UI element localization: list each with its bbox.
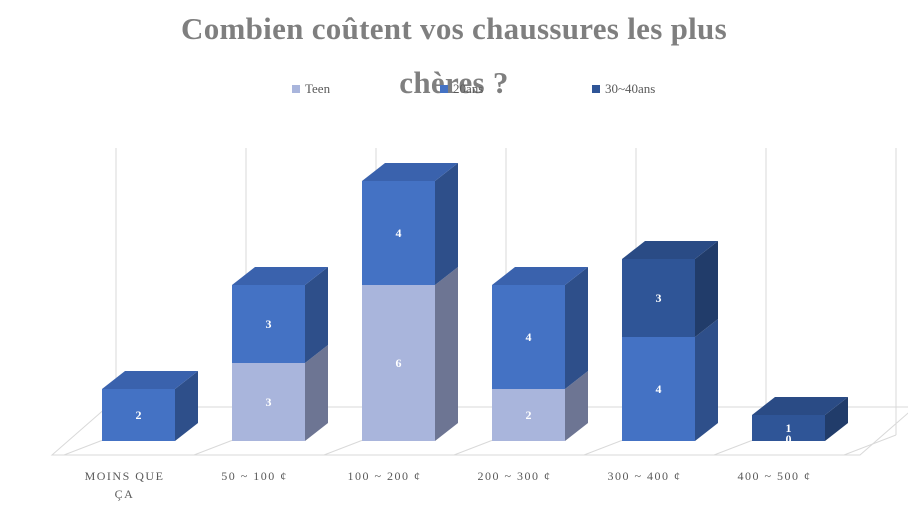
legend: Teen 20ans 30~40ans	[0, 81, 908, 97]
legend-item-30-40ans: 30~40ans	[592, 81, 655, 97]
data-label: 4	[396, 226, 402, 240]
bar-side-30-40ans-4	[695, 241, 718, 337]
data-label: 3	[266, 317, 272, 331]
chart-title-line-2: chères ?	[399, 65, 509, 100]
bar-top-20ans-1	[232, 267, 328, 285]
bar-top-20ans-0	[102, 371, 198, 389]
category-label: 50 ~ 100 ¢	[221, 469, 288, 483]
bar-top-30-40ans-5	[752, 397, 848, 415]
gridline-floor	[843, 434, 897, 456]
category-label: 100 ~ 200 ¢	[348, 469, 422, 483]
legend-label-20ans: 20ans	[453, 81, 484, 96]
data-label: 2	[136, 408, 142, 422]
bar-30-40ans-5	[752, 415, 825, 441]
legend-item-20ans: 20ans	[440, 81, 483, 97]
data-label: 2	[526, 408, 532, 422]
bar-top-30-40ans-4	[622, 241, 718, 259]
bar-side-teen-1	[305, 345, 328, 441]
bar-30-40ans-4	[622, 259, 695, 337]
legend-label-30-40ans: 30~40ans	[605, 81, 656, 96]
bar-side-20ans-3	[565, 267, 588, 389]
bar-side-20ans-2	[435, 163, 458, 285]
bar-side-20ans-1	[305, 267, 328, 363]
category-label: ÇA	[115, 487, 135, 501]
floor-plane	[50, 406, 908, 456]
chart-title: Combien coûtent vos chaussures les plus …	[0, 2, 908, 110]
legend-swatch-30-40ans	[592, 85, 600, 93]
legend-item-teen: Teen	[292, 81, 330, 97]
bar-teen-2	[362, 285, 435, 441]
bar-side-20ans-4	[695, 319, 718, 441]
bar-side-30-40ans-5	[825, 397, 848, 441]
bar-20ans-0	[102, 389, 175, 441]
legend-swatch-20ans	[440, 85, 448, 93]
bar-teen-3	[492, 389, 565, 441]
bar-20ans-2	[362, 181, 435, 285]
bar-teen-1	[232, 363, 305, 441]
legend-label-teen: Teen	[305, 81, 331, 96]
bar-side-teen-3	[565, 371, 588, 441]
bar-20ans-1	[232, 285, 305, 363]
data-label: 0	[786, 432, 792, 446]
legend-swatch-teen	[292, 85, 300, 93]
data-label: 4	[656, 382, 662, 396]
data-label: 3	[266, 395, 272, 409]
category-label: MOINS QUE	[85, 469, 165, 483]
bar-top-20ans-3	[492, 267, 588, 285]
bar-side-20ans-0	[175, 371, 198, 441]
data-label: 4	[526, 330, 532, 344]
data-label: 3	[656, 291, 662, 305]
bar-20ans-4	[622, 337, 695, 441]
chart-title-line-1: Combien coûtent vos chaussures les plus	[181, 11, 727, 46]
category-label: 200 ~ 300 ¢	[478, 469, 552, 483]
bar-top-20ans-2	[362, 163, 458, 181]
data-label: 1	[786, 421, 792, 435]
category-label: 300 ~ 400 ¢	[608, 469, 682, 483]
bar-side-teen-2	[435, 267, 458, 441]
data-label: 6	[396, 356, 402, 370]
category-label: 400 ~ 500 ¢	[738, 469, 812, 483]
bar-20ans-3	[492, 285, 565, 389]
